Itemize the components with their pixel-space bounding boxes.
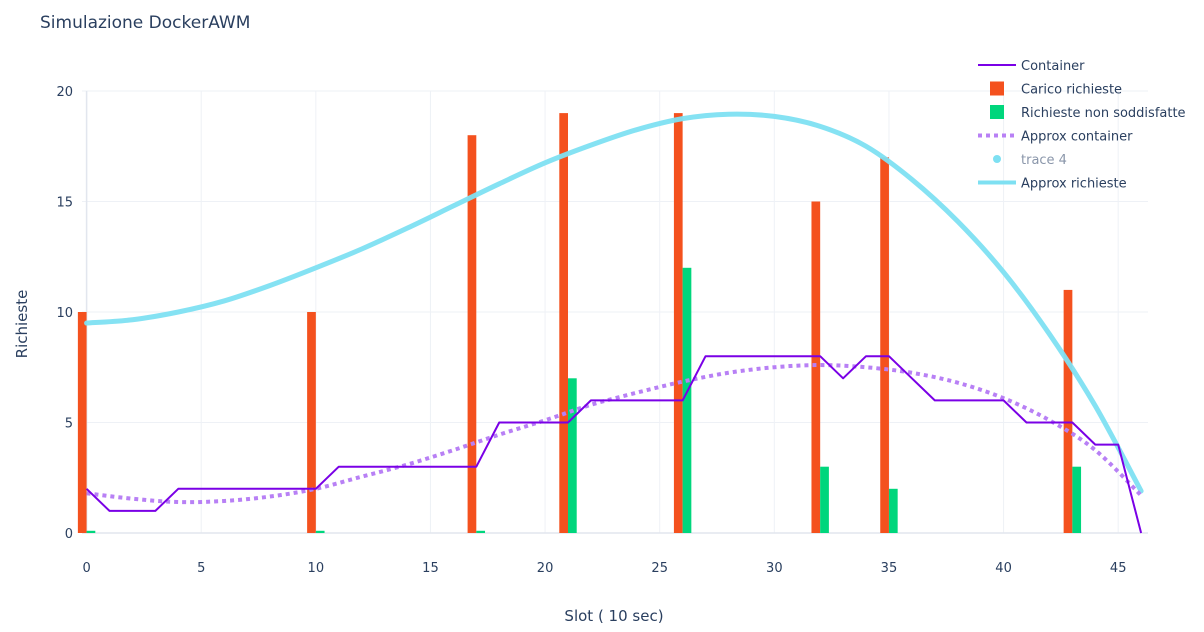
bar-carico-richieste [1063, 289, 1073, 533]
bar-richieste-non-soddisfatte [682, 267, 692, 533]
x-axis-title: Slot ( 10 sec) [564, 607, 663, 625]
legend-label: Approx container [1021, 130, 1133, 145]
line-container [85, 355, 1143, 534]
legend-item[interactable]: Container [978, 59, 1085, 74]
x-tick-label: 25 [651, 561, 668, 576]
legend-label: Richieste non soddisfatte [1021, 106, 1186, 121]
x-tick-label: 0 [82, 561, 90, 576]
bar-carico-richieste [467, 135, 477, 533]
bar-carico-richieste [307, 312, 316, 533]
x-tick-label: 20 [537, 561, 554, 576]
y-tick-label: 10 [56, 306, 73, 321]
bar-carico-richieste [673, 113, 683, 533]
y-axis-ticks: 0 5 10 15 20 [56, 85, 73, 542]
legend-label: trace 4 [1021, 153, 1067, 168]
legend[interactable]: Container Carico richieste Richieste non s… [978, 59, 1186, 192]
legend-swatch [993, 155, 1001, 163]
bar-richieste-non-soddisfatte [1072, 466, 1082, 533]
y-tick-label: 0 [65, 527, 73, 542]
bar-richieste-non-soddisfatte [86, 530, 96, 533]
bar-richieste-non-soddisfatte [820, 466, 829, 533]
y-tick-label: 15 [56, 196, 73, 211]
gridlines [82, 90, 1148, 534]
legend-item[interactable]: Approx richieste [978, 177, 1127, 192]
x-tick-label: 45 [1110, 561, 1127, 576]
y-tick-label: 5 [65, 417, 73, 432]
legend-label: Container [1021, 59, 1085, 74]
bar-series [77, 113, 1082, 534]
chart-title: Simulazione DockerAWM [40, 13, 250, 33]
bar-richieste-non-soddisfatte [315, 530, 325, 533]
bar-carico-richieste [559, 113, 569, 533]
legend-item[interactable]: Approx container [978, 130, 1133, 145]
x-tick-label: 5 [197, 561, 205, 576]
line-approx-container [86, 363, 1143, 505]
legend-item[interactable]: Richieste non soddisfatte [990, 105, 1186, 121]
x-tick-label: 10 [308, 561, 325, 576]
y-axis-title: Richieste [13, 290, 31, 359]
x-tick-label: 30 [766, 561, 783, 576]
bar-carico-richieste [77, 312, 87, 533]
bar-carico-richieste [811, 201, 821, 533]
legend-swatch [990, 81, 1004, 96]
x-axis-ticks: 0 5 10 15 20 25 30 35 40 45 [82, 561, 1126, 576]
legend-label: Approx richieste [1021, 177, 1127, 192]
line-series [84, 111, 1144, 534]
line-approx-richieste [84, 111, 1144, 494]
x-tick-label: 35 [881, 561, 898, 576]
legend-item[interactable]: trace 4 [993, 153, 1067, 168]
bar-richieste-non-soddisfatte [888, 488, 898, 533]
legend-label: Carico richieste [1021, 83, 1122, 98]
legend-item[interactable]: Carico richieste [990, 81, 1122, 98]
x-tick-label: 15 [422, 561, 439, 576]
bar-carico-richieste [880, 157, 889, 534]
legend-swatch [990, 105, 1004, 119]
bar-richieste-non-soddisfatte [476, 530, 486, 533]
bar-richieste-non-soddisfatte [568, 378, 577, 533]
x-tick-label: 40 [995, 561, 1012, 576]
y-tick-label: 20 [56, 85, 73, 100]
